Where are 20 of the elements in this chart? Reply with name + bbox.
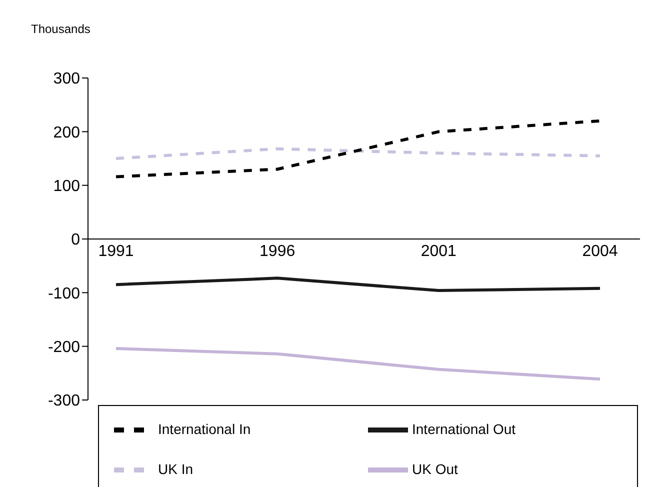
y-tick-label: -200 (48, 339, 80, 356)
x-tick-label: 2004 (582, 243, 618, 260)
legend-label: International In (158, 420, 252, 439)
legend-label: UK In (158, 460, 194, 479)
y-tick-label: 300 (53, 70, 80, 88)
y-axis-title: Thousands (31, 22, 90, 36)
y-tick-label: 100 (53, 178, 80, 196)
y-tick-label: -300 (48, 392, 80, 410)
x-tick-label: 1991 (98, 243, 134, 260)
x-tick-label: 2001 (420, 243, 457, 260)
y-tick-label: 0 (71, 232, 80, 249)
line-series (114, 276, 602, 292)
line-series (114, 147, 602, 160)
legend-label: UK Out (412, 460, 459, 479)
line-series (114, 119, 602, 178)
legend-label: International Out (412, 420, 517, 439)
y-tick-label: -100 (48, 285, 80, 302)
x-tick-label: 1996 (260, 243, 296, 260)
line-series (114, 346, 602, 381)
y-tick-label: 200 (53, 124, 80, 142)
